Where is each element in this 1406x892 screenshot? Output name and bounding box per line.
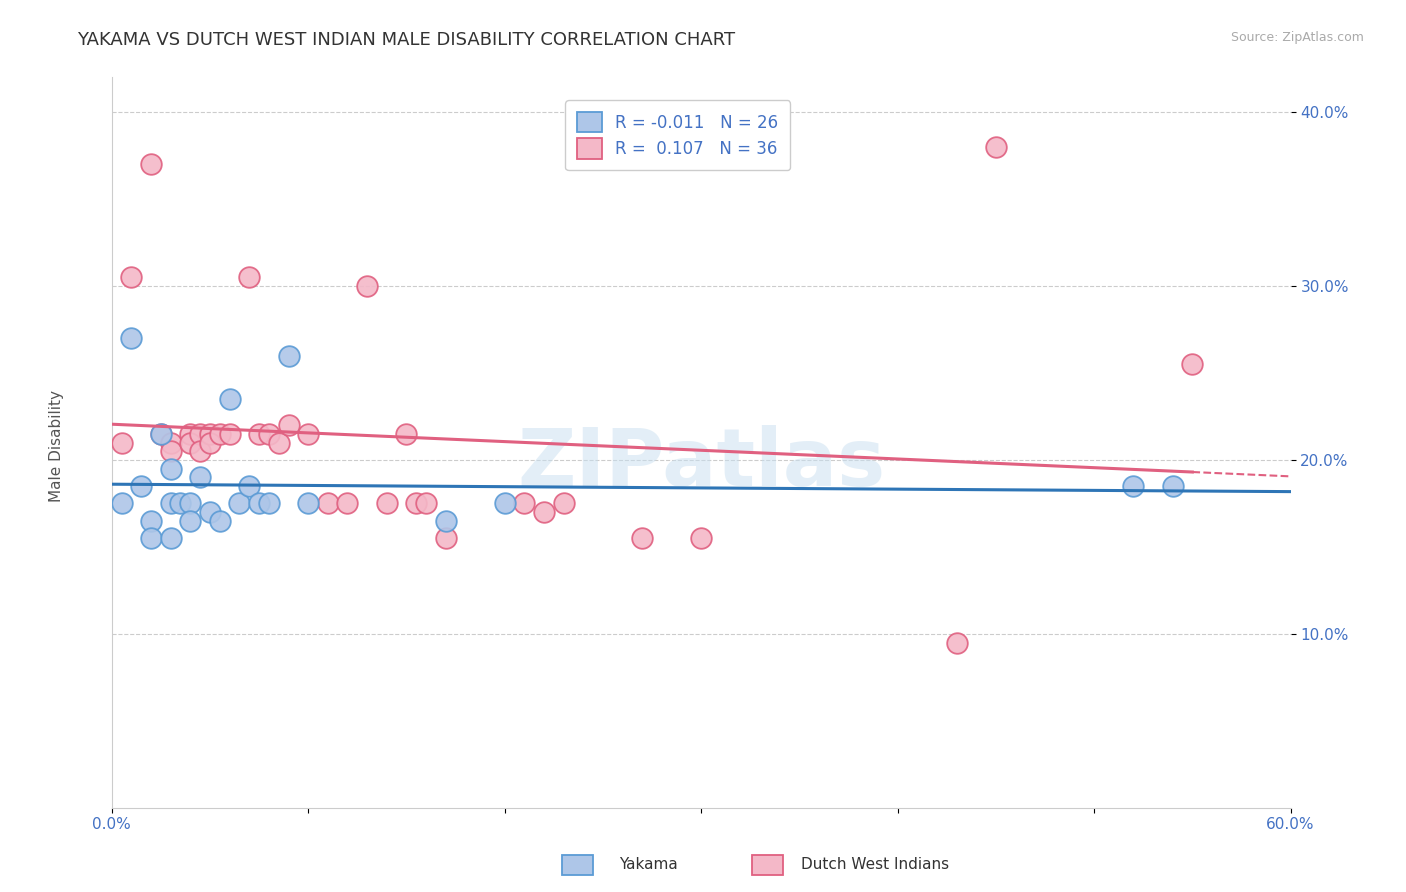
Point <box>198 426 221 441</box>
Point <box>198 435 221 450</box>
Point <box>120 270 142 285</box>
Point <box>1161 479 1184 493</box>
Point <box>159 496 181 510</box>
Point <box>356 279 378 293</box>
Point <box>434 531 457 545</box>
Point <box>188 470 211 484</box>
Point <box>110 435 132 450</box>
Point <box>208 514 231 528</box>
Text: Dutch West Indians: Dutch West Indians <box>801 857 949 872</box>
Point <box>1122 479 1144 493</box>
Point <box>415 496 437 510</box>
Point <box>179 496 201 510</box>
Point <box>297 496 319 510</box>
Point <box>267 435 290 450</box>
Point <box>336 496 359 510</box>
Point <box>631 531 654 545</box>
Point <box>218 426 240 441</box>
Text: Yakama: Yakama <box>619 857 678 872</box>
Point <box>984 140 1007 154</box>
Point <box>179 514 201 528</box>
Legend: R = -0.011   N = 26, R =  0.107   N = 36: R = -0.011 N = 26, R = 0.107 N = 36 <box>565 101 790 170</box>
Point <box>159 531 181 545</box>
Point <box>179 426 201 441</box>
Point <box>238 479 260 493</box>
Point <box>257 496 280 510</box>
Point <box>159 461 181 475</box>
Point <box>188 444 211 458</box>
Point <box>139 514 162 528</box>
Point <box>533 505 555 519</box>
Point <box>257 426 280 441</box>
Point <box>553 496 575 510</box>
Point <box>945 635 967 649</box>
Text: Male Disability: Male Disability <box>49 390 63 502</box>
Point <box>1181 357 1204 371</box>
Point <box>494 496 516 510</box>
Point <box>188 426 211 441</box>
Point <box>149 426 172 441</box>
Point <box>277 349 299 363</box>
Point <box>316 496 339 510</box>
Point <box>198 505 221 519</box>
Point <box>238 270 260 285</box>
Point <box>228 496 250 510</box>
Point <box>110 496 132 510</box>
Point <box>149 426 172 441</box>
Point <box>247 426 270 441</box>
Point <box>139 157 162 171</box>
Point <box>395 426 418 441</box>
Point <box>513 496 536 510</box>
Point <box>159 435 181 450</box>
Point <box>159 444 181 458</box>
Point <box>120 331 142 345</box>
Point <box>277 418 299 433</box>
Point <box>208 426 231 441</box>
Point <box>405 496 427 510</box>
Text: Source: ZipAtlas.com: Source: ZipAtlas.com <box>1230 31 1364 45</box>
Point <box>690 531 713 545</box>
Point <box>297 426 319 441</box>
Point <box>139 531 162 545</box>
Point <box>129 479 152 493</box>
Point <box>434 514 457 528</box>
Point <box>169 496 191 510</box>
Point <box>218 392 240 406</box>
Text: YAKAMA VS DUTCH WEST INDIAN MALE DISABILITY CORRELATION CHART: YAKAMA VS DUTCH WEST INDIAN MALE DISABIL… <box>77 31 735 49</box>
Point <box>247 496 270 510</box>
Point <box>375 496 398 510</box>
Text: ZIPatlas: ZIPatlas <box>517 425 886 503</box>
Point <box>179 435 201 450</box>
